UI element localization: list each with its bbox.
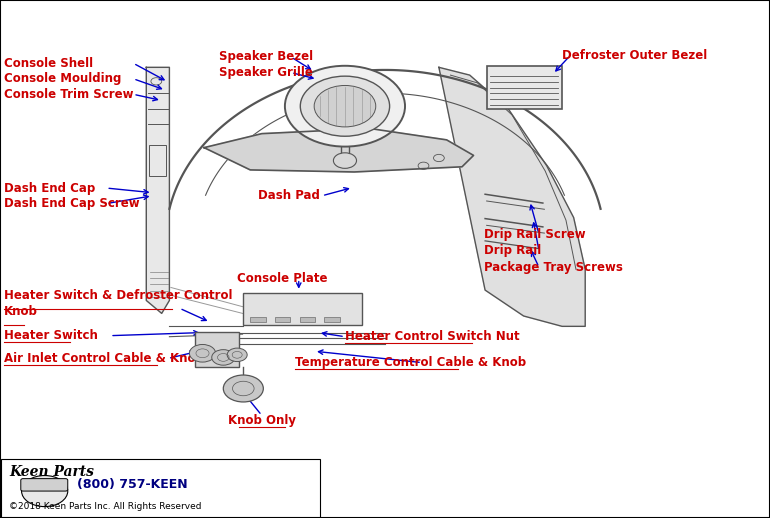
Text: Console Shell: Console Shell [4,56,93,70]
Circle shape [223,375,263,402]
Text: Heater Switch: Heater Switch [4,329,98,342]
Text: Dash End Cap: Dash End Cap [4,181,95,195]
FancyBboxPatch shape [195,332,239,367]
FancyBboxPatch shape [324,317,340,322]
Text: Temperature Control Cable & Knob: Temperature Control Cable & Knob [295,356,526,369]
Text: Console Trim Screw: Console Trim Screw [4,88,133,101]
FancyBboxPatch shape [243,293,362,325]
Text: Console Plate: Console Plate [237,272,328,285]
FancyBboxPatch shape [300,317,315,322]
Circle shape [314,85,376,127]
Text: Defroster Outer Bezel: Defroster Outer Bezel [562,49,708,63]
Text: ©2018 Keen Parts Inc. All Rights Reserved: ©2018 Keen Parts Inc. All Rights Reserve… [9,502,202,511]
Text: Speaker Bezel: Speaker Bezel [219,50,313,64]
FancyBboxPatch shape [21,479,68,491]
Text: Package Tray Screws: Package Tray Screws [484,261,622,274]
Text: Drip Rail Screw: Drip Rail Screw [484,227,585,241]
Text: Dash End Cap Screw: Dash End Cap Screw [4,197,139,210]
FancyBboxPatch shape [1,459,320,517]
Circle shape [333,153,357,168]
Polygon shape [204,128,474,172]
Text: Console Moulding: Console Moulding [4,72,121,85]
Text: Knob Only: Knob Only [228,414,296,427]
Text: Air Inlet Control Cable & Knob: Air Inlet Control Cable & Knob [4,352,204,365]
Text: Drip Rail: Drip Rail [484,244,541,257]
Circle shape [227,348,247,362]
Text: Keen Parts: Keen Parts [9,465,94,480]
Circle shape [22,476,68,507]
Text: (800) 757-KEEN: (800) 757-KEEN [77,478,188,491]
FancyBboxPatch shape [250,317,266,322]
Circle shape [212,350,235,365]
Polygon shape [146,67,169,313]
Text: Heater Switch & Defroster Control
Knob: Heater Switch & Defroster Control Knob [4,289,233,318]
FancyBboxPatch shape [275,317,290,322]
FancyBboxPatch shape [487,66,562,109]
Text: Heater Control Switch Nut: Heater Control Switch Nut [345,330,520,343]
Polygon shape [439,67,585,326]
Circle shape [300,76,390,136]
Text: Dash Pad: Dash Pad [258,189,320,203]
Text: Speaker Grille: Speaker Grille [219,66,313,79]
Circle shape [285,66,405,147]
Circle shape [189,344,216,362]
